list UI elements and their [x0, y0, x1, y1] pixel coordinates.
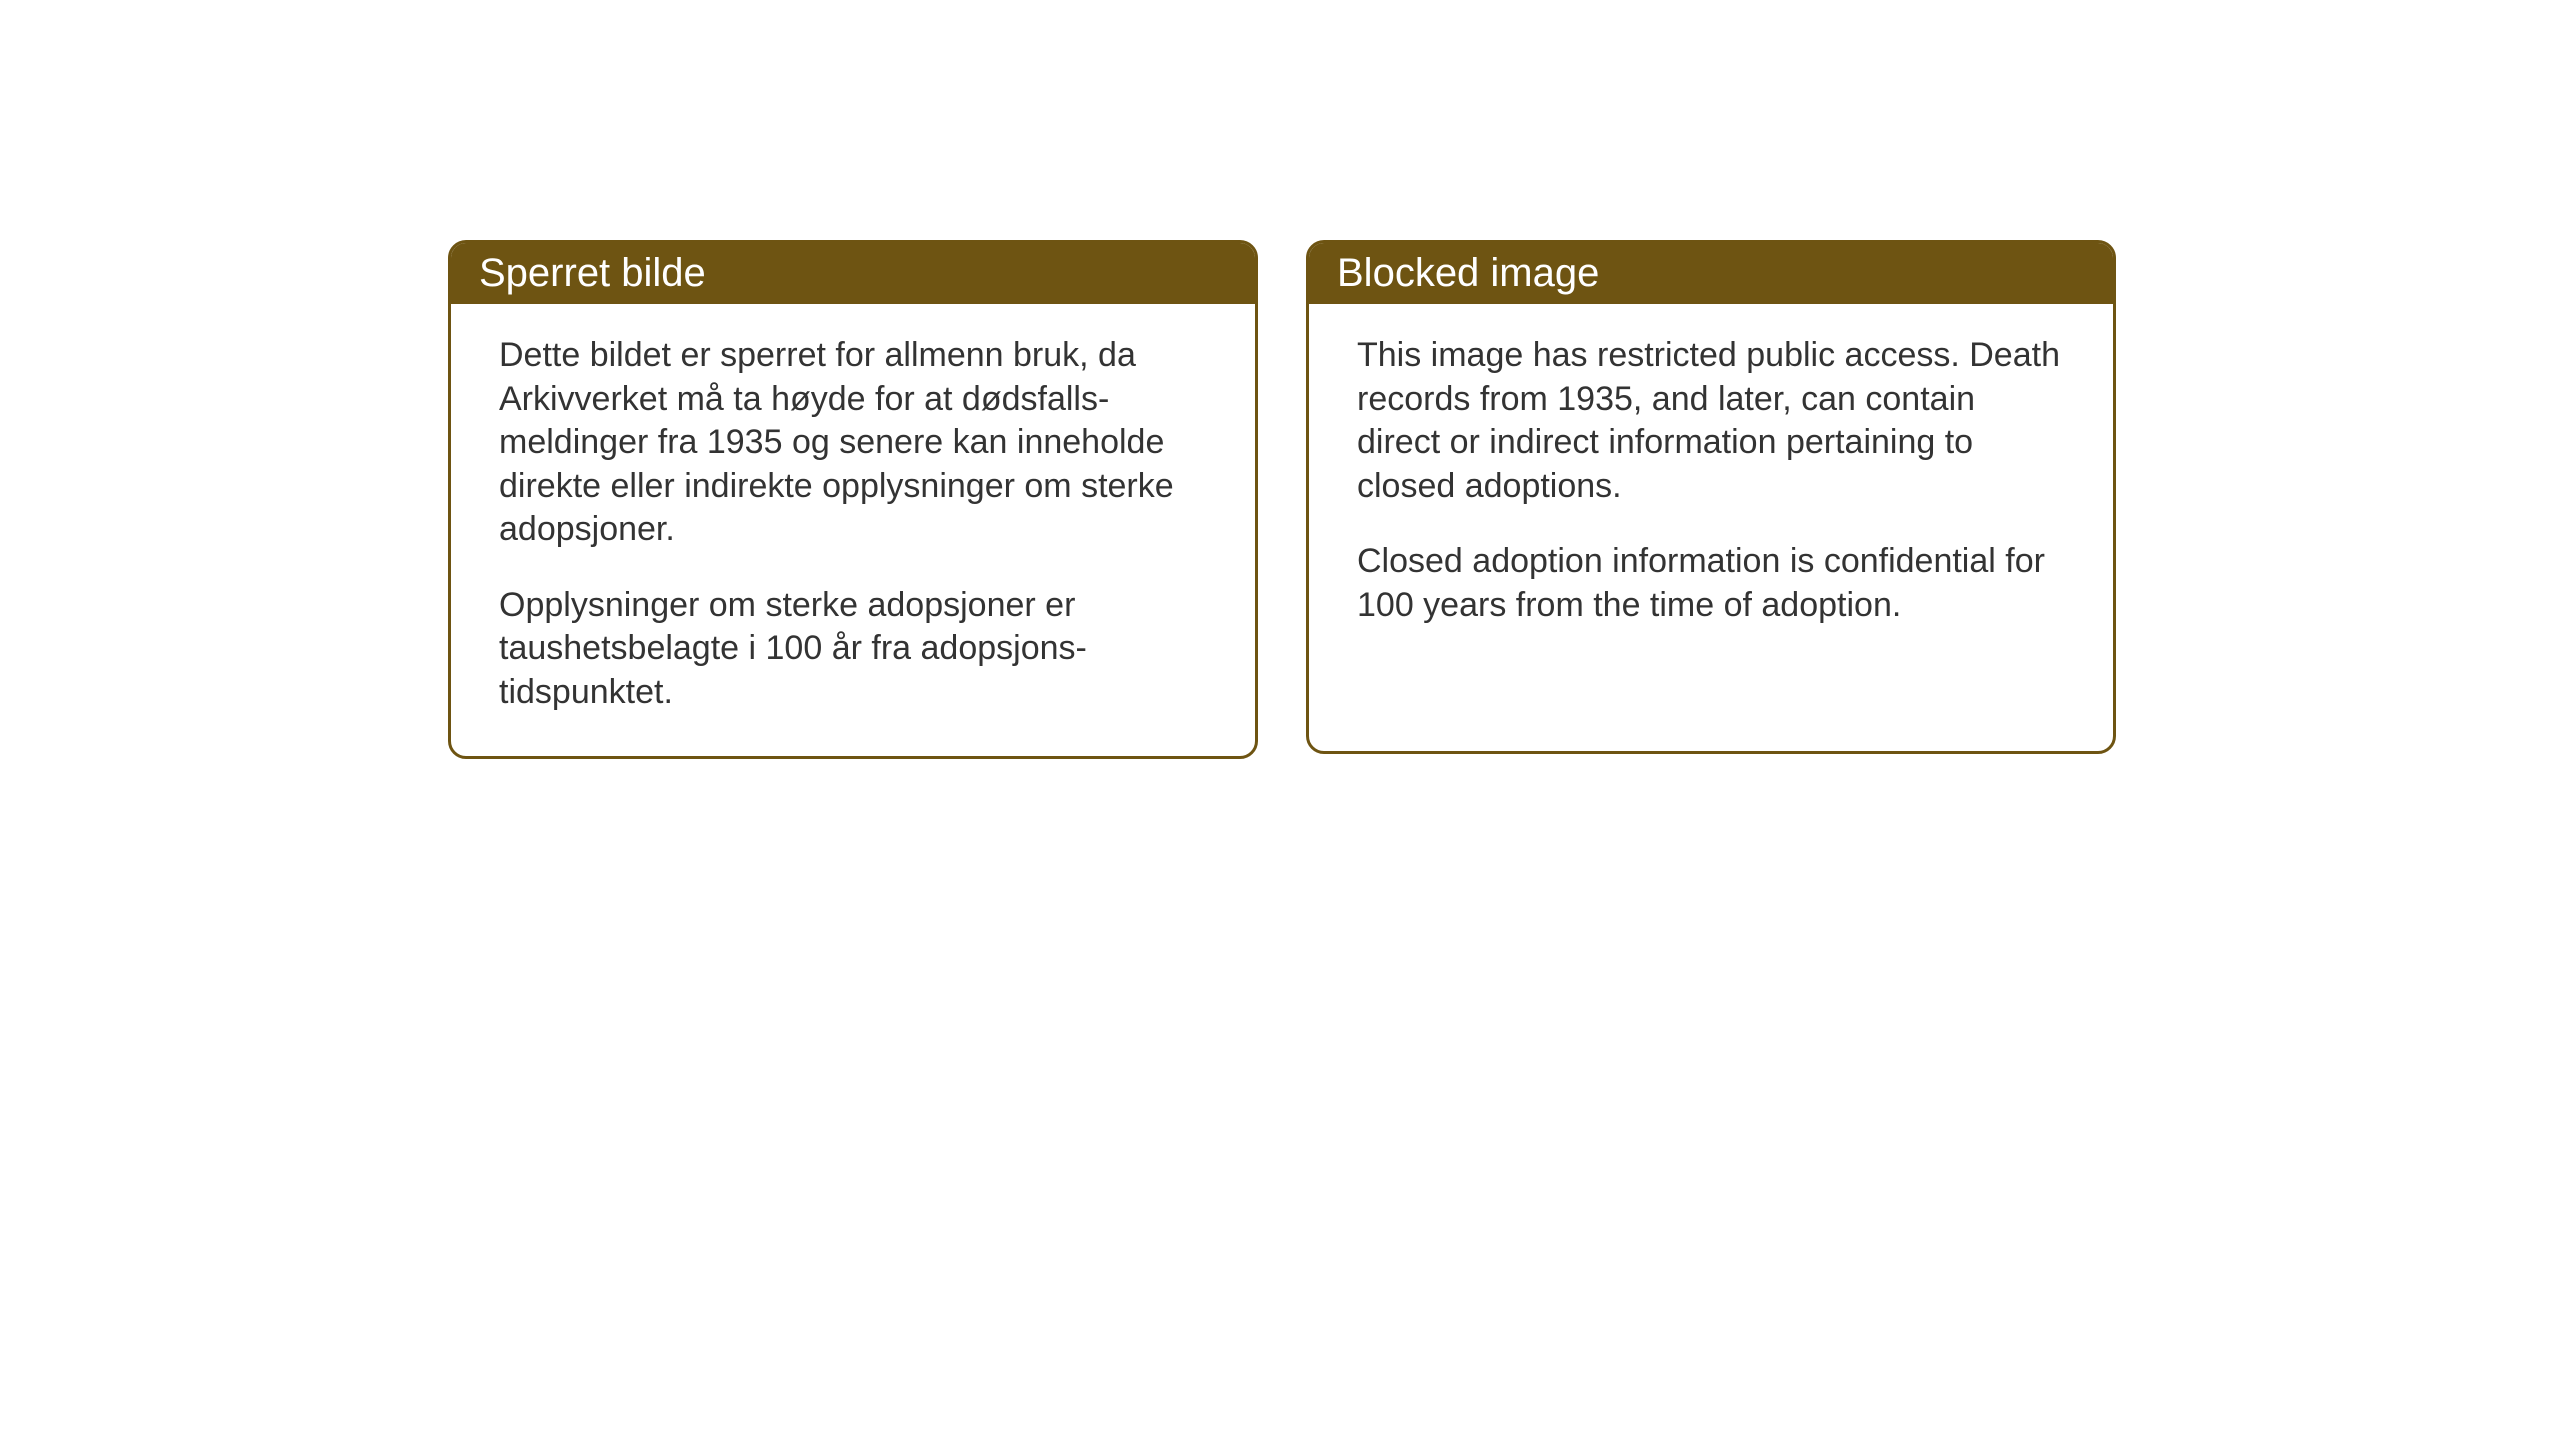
notice-card-norwegian: Sperret bilde Dette bildet er sperret fo… — [448, 240, 1258, 759]
card-header-english: Blocked image — [1309, 243, 2113, 304]
card-paragraph-1-norwegian: Dette bildet er sperret for allmenn bruk… — [499, 334, 1207, 552]
card-title-english: Blocked image — [1337, 251, 1599, 295]
card-paragraph-1-english: This image has restricted public access.… — [1357, 334, 2065, 508]
card-header-norwegian: Sperret bilde — [451, 243, 1255, 304]
card-body-english: This image has restricted public access.… — [1309, 304, 2113, 669]
notice-container: Sperret bilde Dette bildet er sperret fo… — [448, 240, 2116, 759]
card-title-norwegian: Sperret bilde — [479, 251, 706, 295]
notice-card-english: Blocked image This image has restricted … — [1306, 240, 2116, 754]
card-paragraph-2-norwegian: Opplysninger om sterke adopsjoner er tau… — [499, 584, 1207, 715]
card-paragraph-2-english: Closed adoption information is confident… — [1357, 540, 2065, 627]
card-body-norwegian: Dette bildet er sperret for allmenn bruk… — [451, 304, 1255, 756]
